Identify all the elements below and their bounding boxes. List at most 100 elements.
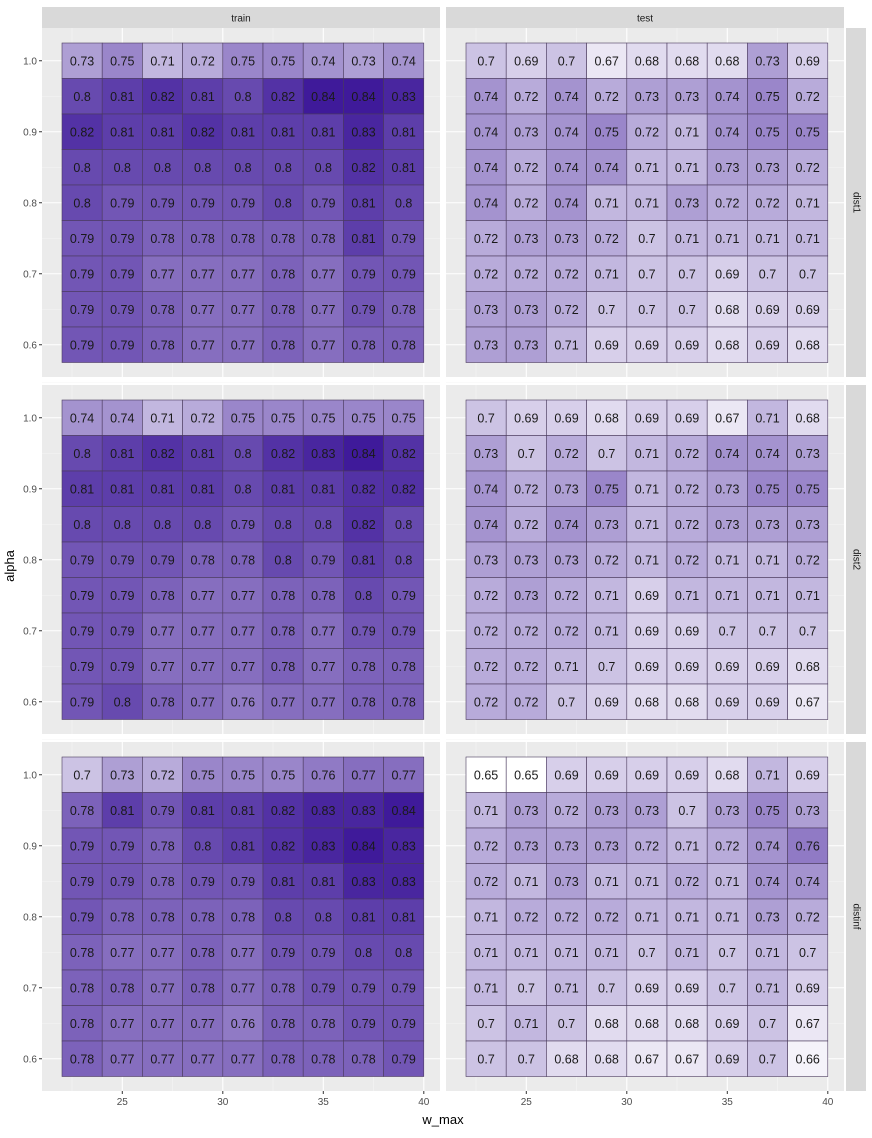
heatmap-tile (747, 435, 788, 472)
heatmap-tile (666, 1040, 708, 1077)
heatmap-tile (101, 149, 143, 186)
tile-value-label: 0.71 (474, 910, 498, 924)
row-strip-dist1 (846, 28, 866, 377)
tile-value-label: 0.83 (311, 447, 335, 461)
tile-value-label: 0.77 (191, 267, 215, 281)
heatmap-tile (302, 1040, 344, 1077)
heatmap-tile (626, 969, 668, 1006)
tile-value-label: 0.71 (635, 910, 659, 924)
heatmap-tile (262, 255, 304, 292)
row-strip-label: distinf (851, 903, 862, 929)
tile-value-label: 0.69 (715, 1017, 739, 1031)
heatmap-tile (101, 969, 143, 1006)
heatmap-tile (787, 1005, 829, 1042)
tile-value-label: 0.72 (514, 910, 538, 924)
tile-value-label: 0.81 (392, 161, 416, 175)
tile-value-label: 0.73 (554, 875, 578, 889)
heatmap-tile (706, 1040, 748, 1077)
tile-value-label: 0.72 (474, 267, 498, 281)
tile-value-label: 0.75 (595, 482, 619, 496)
tile-value-label: 0.68 (554, 1052, 578, 1066)
tile-value-label: 0.79 (191, 875, 215, 889)
heatmap-tile (383, 648, 425, 685)
tile-value-label: 0.82 (271, 839, 295, 853)
heatmap-tile (787, 326, 829, 363)
tile-value-label: 0.74 (715, 447, 739, 461)
tile-value-label: 0.71 (554, 660, 578, 674)
x-tick-label: 40 (418, 1097, 430, 1108)
heatmap-tile (302, 506, 344, 543)
tile-value-label: 0.75 (755, 90, 779, 104)
tile-value-label: 0.8 (154, 161, 171, 175)
tile-value-label: 0.68 (675, 54, 699, 68)
heatmap-tile (383, 149, 425, 186)
heatmap-tile (586, 756, 628, 793)
heatmap-tile (383, 792, 425, 829)
tile-value-label: 0.73 (755, 910, 779, 924)
heatmap-tile (505, 78, 547, 115)
tile-value-label: 0.72 (474, 695, 498, 709)
tile-value-label: 0.79 (351, 1017, 375, 1031)
heatmap-tile (383, 863, 425, 900)
tile-value-label: 0.72 (715, 196, 739, 210)
row-strip-distinf (846, 742, 866, 1091)
tile-value-label: 0.69 (796, 303, 820, 317)
tile-value-label: 0.73 (796, 804, 820, 818)
heatmap-tile (262, 326, 304, 363)
tile-value-label: 0.7 (638, 267, 655, 281)
tile-value-label: 0.7 (799, 267, 816, 281)
heatmap-tile (626, 827, 668, 864)
heatmap-tile (787, 255, 829, 292)
tile-value-label: 0.73 (554, 839, 578, 853)
x-tick-label: 30 (621, 1097, 633, 1108)
tile-value-label: 0.72 (514, 660, 538, 674)
tile-value-label: 0.79 (70, 553, 94, 567)
tile-value-label: 0.78 (271, 232, 295, 246)
heatmap-tile (465, 326, 507, 363)
tile-value-label: 0.74 (755, 839, 779, 853)
tile-value-label: 0.65 (514, 768, 538, 782)
heatmap-tile (61, 326, 103, 363)
heatmap-tile (505, 470, 547, 507)
heatmap-tile (343, 863, 384, 900)
tile-value-label: 0.74 (554, 125, 578, 139)
heatmap-tile (142, 291, 183, 328)
tile-value-label: 0.8 (234, 482, 251, 496)
tile-value-label: 0.79 (311, 981, 335, 995)
tile-value-label: 0.79 (351, 624, 375, 638)
tile-value-label: 0.8 (315, 518, 332, 532)
y-tick-label: 0.9 (23, 127, 37, 138)
tile-value-label: 0.71 (675, 161, 699, 175)
tile-value-label: 0.78 (70, 804, 94, 818)
tile-value-label: 0.78 (271, 267, 295, 281)
heatmap-tile (383, 1005, 425, 1042)
tile-value-label: 0.83 (351, 804, 375, 818)
heatmap-tile (262, 969, 304, 1006)
heatmap-tile (262, 113, 304, 150)
tile-value-label: 0.69 (554, 768, 578, 782)
heatmap-tile (465, 435, 507, 472)
tile-value-label: 0.73 (514, 232, 538, 246)
tile-value-label: 0.68 (796, 411, 820, 425)
heatmap-tile (182, 291, 224, 328)
tile-value-label: 0.73 (554, 482, 578, 496)
heatmap-tile (182, 255, 224, 292)
tile-value-label: 0.68 (635, 1017, 659, 1031)
tile-value-label: 0.79 (191, 196, 215, 210)
heatmap-tile (142, 612, 183, 649)
tile-value-label: 0.77 (150, 267, 174, 281)
heatmap-tile (546, 78, 587, 115)
tile-value-label: 0.68 (675, 695, 699, 709)
tile-value-label: 0.71 (150, 411, 174, 425)
heatmap-tile (302, 470, 344, 507)
column-strip-test (446, 7, 844, 28)
tile-value-label: 0.78 (351, 695, 375, 709)
heatmap-tile (586, 792, 628, 829)
tile-value-label: 0.8 (395, 946, 412, 960)
heatmap-tile (302, 291, 344, 328)
heatmap-tile (182, 470, 224, 507)
tile-value-label: 0.79 (311, 553, 335, 567)
tile-value-label: 0.75 (271, 411, 295, 425)
tile-value-label: 0.81 (351, 910, 375, 924)
